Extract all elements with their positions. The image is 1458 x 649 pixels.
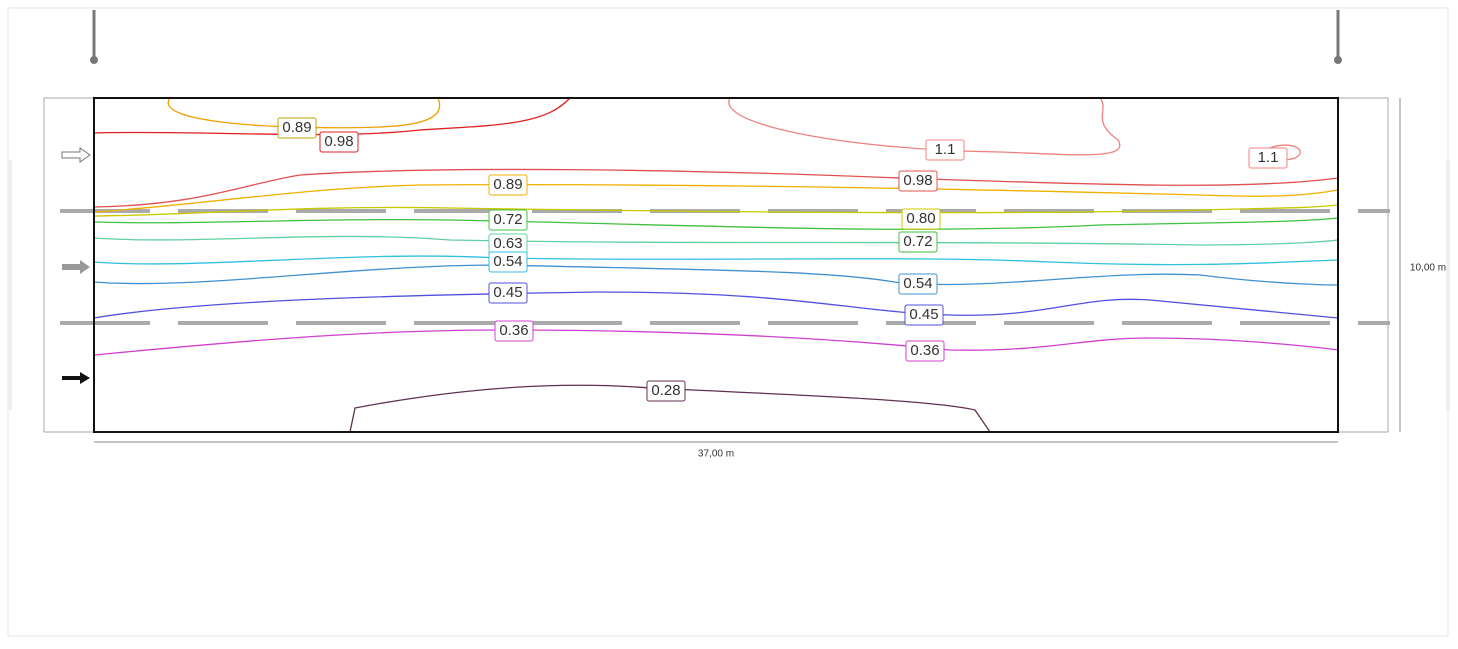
contour-label: 0.89 <box>282 119 311 136</box>
contour-label: 0.45 <box>909 306 938 323</box>
label-box <box>898 231 938 253</box>
pole-head <box>1334 56 1342 64</box>
contour-label: 0.98 <box>903 172 932 189</box>
contour-label: 0.72 <box>493 211 522 228</box>
label-box <box>494 320 534 342</box>
calculation-field <box>93 97 1339 433</box>
contour-label: 0.89 <box>493 176 522 193</box>
label-box <box>898 170 938 192</box>
label-box <box>1248 147 1288 169</box>
width-label: 10,00 m <box>1410 263 1446 274</box>
pole-head <box>90 56 98 64</box>
contour-label: 0.54 <box>903 275 932 292</box>
contour-label: 0.72 <box>903 233 932 250</box>
label-box <box>488 282 528 304</box>
contour-label: 0.80 <box>906 210 935 227</box>
contour-labels: 0.890.98 1.1 1.10.980.890.72 0.800.63 0.720.… <box>277 117 1288 402</box>
label-box <box>925 139 965 161</box>
contour-label: 1.1 <box>1258 149 1279 166</box>
contour-label: 0.36 <box>910 342 939 359</box>
label-box <box>488 209 528 231</box>
length-label: 37,00 m <box>698 449 734 460</box>
contour-label: 0.45 <box>493 284 522 301</box>
label-box <box>488 174 528 196</box>
poles <box>92 10 1340 58</box>
label-box <box>904 304 944 326</box>
contour-label: 0.54 <box>493 253 522 270</box>
contour-label: 0.36 <box>499 322 528 339</box>
label-box <box>901 208 941 230</box>
lane-lines <box>60 209 1390 325</box>
label-box <box>905 340 945 362</box>
contour-label: 0.28 <box>651 382 680 399</box>
contour-label: 1.1 <box>935 141 956 158</box>
label-box <box>898 273 938 295</box>
label-box <box>646 380 686 402</box>
label-box <box>277 117 317 139</box>
label-box <box>319 131 359 153</box>
contours <box>93 97 1339 433</box>
contour-label: 0.98 <box>324 133 353 150</box>
label-box <box>488 251 528 273</box>
direction-arrows <box>61 147 91 384</box>
contour-label: 0.63 <box>493 235 522 252</box>
